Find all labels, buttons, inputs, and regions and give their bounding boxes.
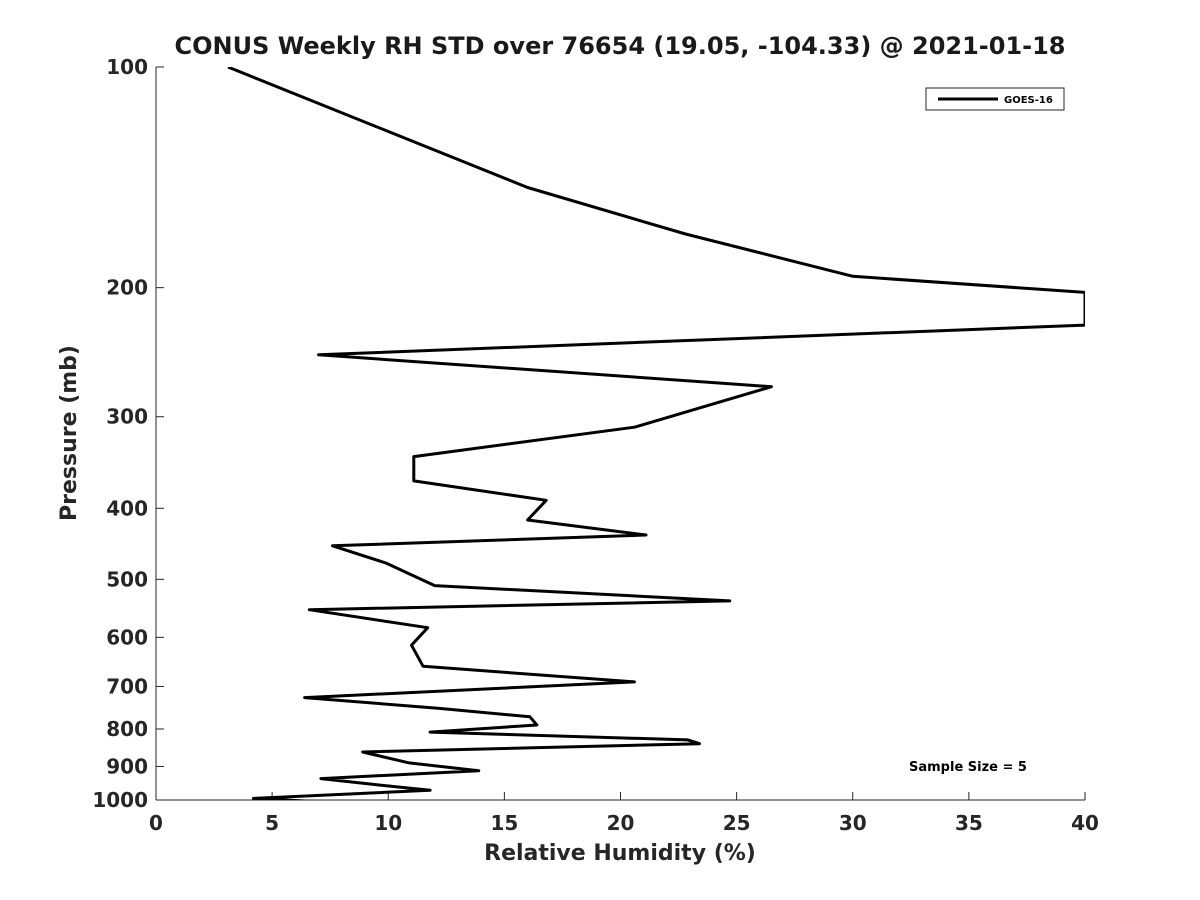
legend-label-goes-16: GOES-16 <box>1004 95 1053 106</box>
x-axis-label: Relative Humidity (%) <box>484 841 756 866</box>
x-tick-label: 35 <box>955 811 983 835</box>
y-tick-label: 600 <box>106 625 148 649</box>
x-tick-label: 20 <box>607 811 635 835</box>
chart-title: CONUS Weekly RH STD over 76654 (19.05, -… <box>174 32 1065 60</box>
x-ticks: 0 5 10 15 20 25 30 35 40 <box>149 792 1099 835</box>
y-tick-label: 300 <box>106 405 148 429</box>
x-tick-label: 25 <box>723 811 751 835</box>
y-tick-label: 800 <box>106 717 148 741</box>
x-tick-label: 40 <box>1071 811 1099 835</box>
y-ticks: 100 200 300 400 500 600 700 800 900 1000 <box>92 55 164 812</box>
y-tick-label: 100 <box>106 55 148 79</box>
legend: GOES-16 <box>925 87 1065 111</box>
x-tick-label: 5 <box>265 811 279 835</box>
y-axis-label: Pressure (mb) <box>57 345 82 521</box>
x-tick-label: 30 <box>839 811 867 835</box>
y-tick-label: 500 <box>106 567 148 591</box>
y-tick-label: 900 <box>106 754 148 778</box>
x-tick-label: 15 <box>490 811 518 835</box>
sample-size-annotation: Sample Size = 5 <box>909 760 1027 775</box>
y-tick-label: 700 <box>106 674 148 698</box>
x-tick-label: 10 <box>374 811 402 835</box>
y-tick-label: 400 <box>106 496 148 520</box>
axes <box>155 67 1085 801</box>
x-tick-label: 0 <box>149 811 163 835</box>
y-tick-label: 200 <box>106 276 148 300</box>
y-tick-label: 1000 <box>92 788 148 812</box>
series-line-goes-16 <box>227 67 1085 800</box>
series-layer <box>227 67 1085 800</box>
